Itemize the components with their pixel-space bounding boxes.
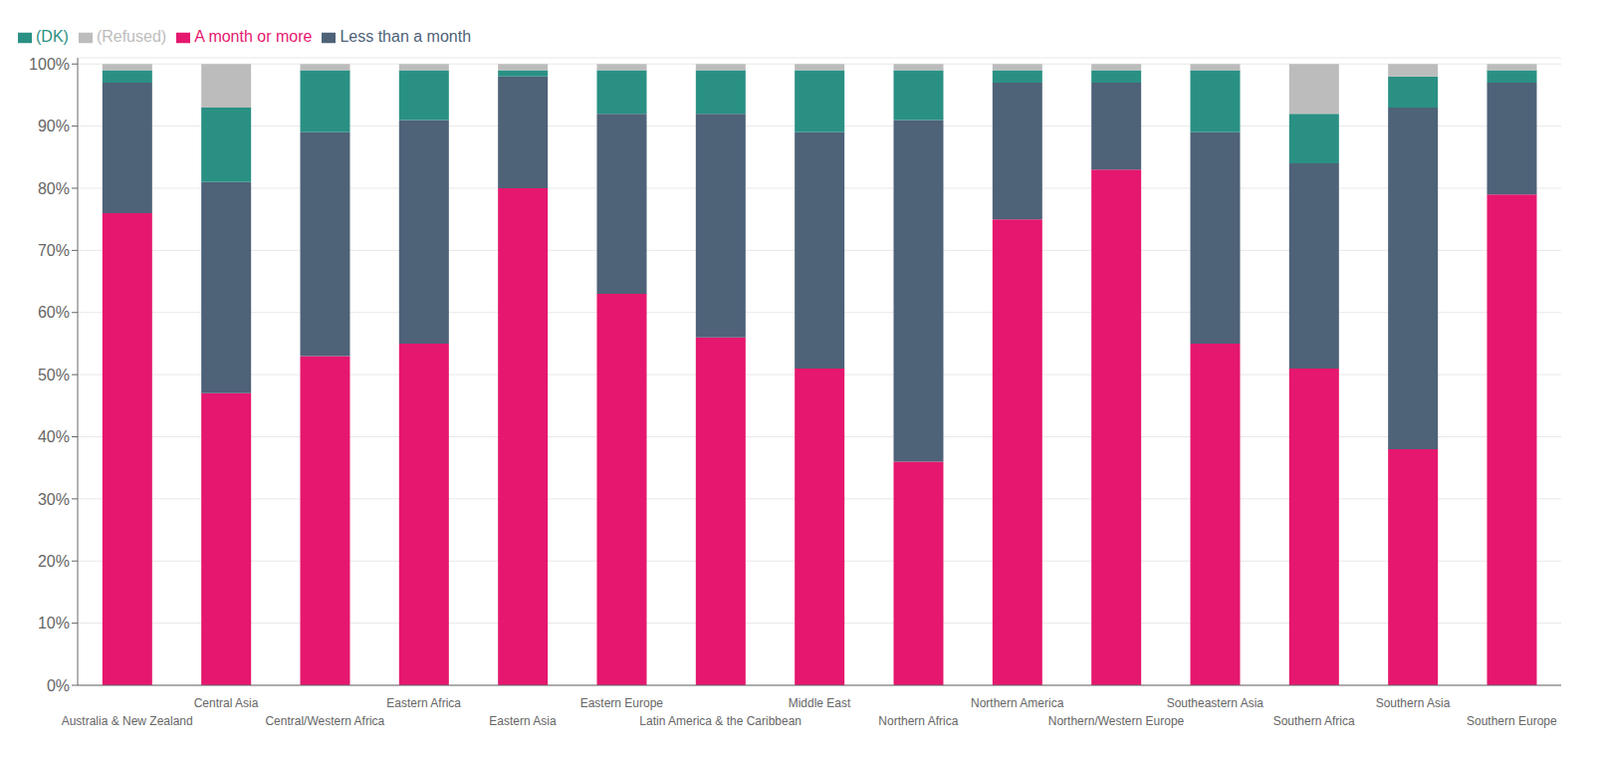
svg-text:90%: 90% (37, 117, 70, 135)
svg-text:Southeastern Asia: Southeastern Asia (1166, 695, 1265, 710)
svg-text:10%: 10% (37, 614, 70, 632)
svg-text:Southern Africa: Southern Africa (1273, 713, 1356, 728)
svg-text:Northern/Western Europe: Northern/Western Europe (1048, 713, 1185, 728)
svg-text:0%: 0% (46, 677, 70, 694)
svg-text:Middle East: Middle East (788, 695, 852, 710)
html-text:(DK): (DK) (35, 27, 69, 45)
svg-text:Northern Africa: Northern Africa (878, 713, 958, 728)
svg-text:40%: 40% (37, 428, 70, 446)
svg-text:Eastern Asia: Eastern Asia (488, 713, 557, 728)
svg-text:Eastern Europe: Eastern Europe (580, 695, 665, 710)
svg-text:Northern America: Northern America (970, 695, 1065, 710)
svg-text:Central/Western Africa: Central/Western Africa (264, 713, 385, 728)
svg-text:Latin America & the Caribbean: Latin America & the Caribbean (639, 713, 802, 728)
svg-text:100%: 100% (28, 55, 70, 73)
svg-text:80%: 80% (37, 180, 70, 198)
svg-text:Southern Asia: Southern Asia (1375, 695, 1451, 710)
svg-text:20%: 20% (37, 552, 70, 570)
svg-text:30%: 30% (37, 490, 70, 508)
html-text:A month or more: A month or more (194, 27, 313, 45)
svg-text:70%: 70% (37, 241, 70, 259)
svg-text:Australia & New Zealand: Australia & New Zealand (61, 713, 194, 728)
svg-text:50%: 50% (37, 366, 70, 384)
svg-text:Southern Europe: Southern Europe (1466, 713, 1558, 728)
svg-text:60%: 60% (37, 303, 70, 321)
svg-text:Eastern Africa: Eastern Africa (386, 695, 461, 710)
svg-text:Central Asia: Central Asia (194, 695, 259, 710)
html-text:Less than a month: Less than a month (339, 27, 472, 45)
html-text:(Refused): (Refused) (96, 27, 167, 45)
